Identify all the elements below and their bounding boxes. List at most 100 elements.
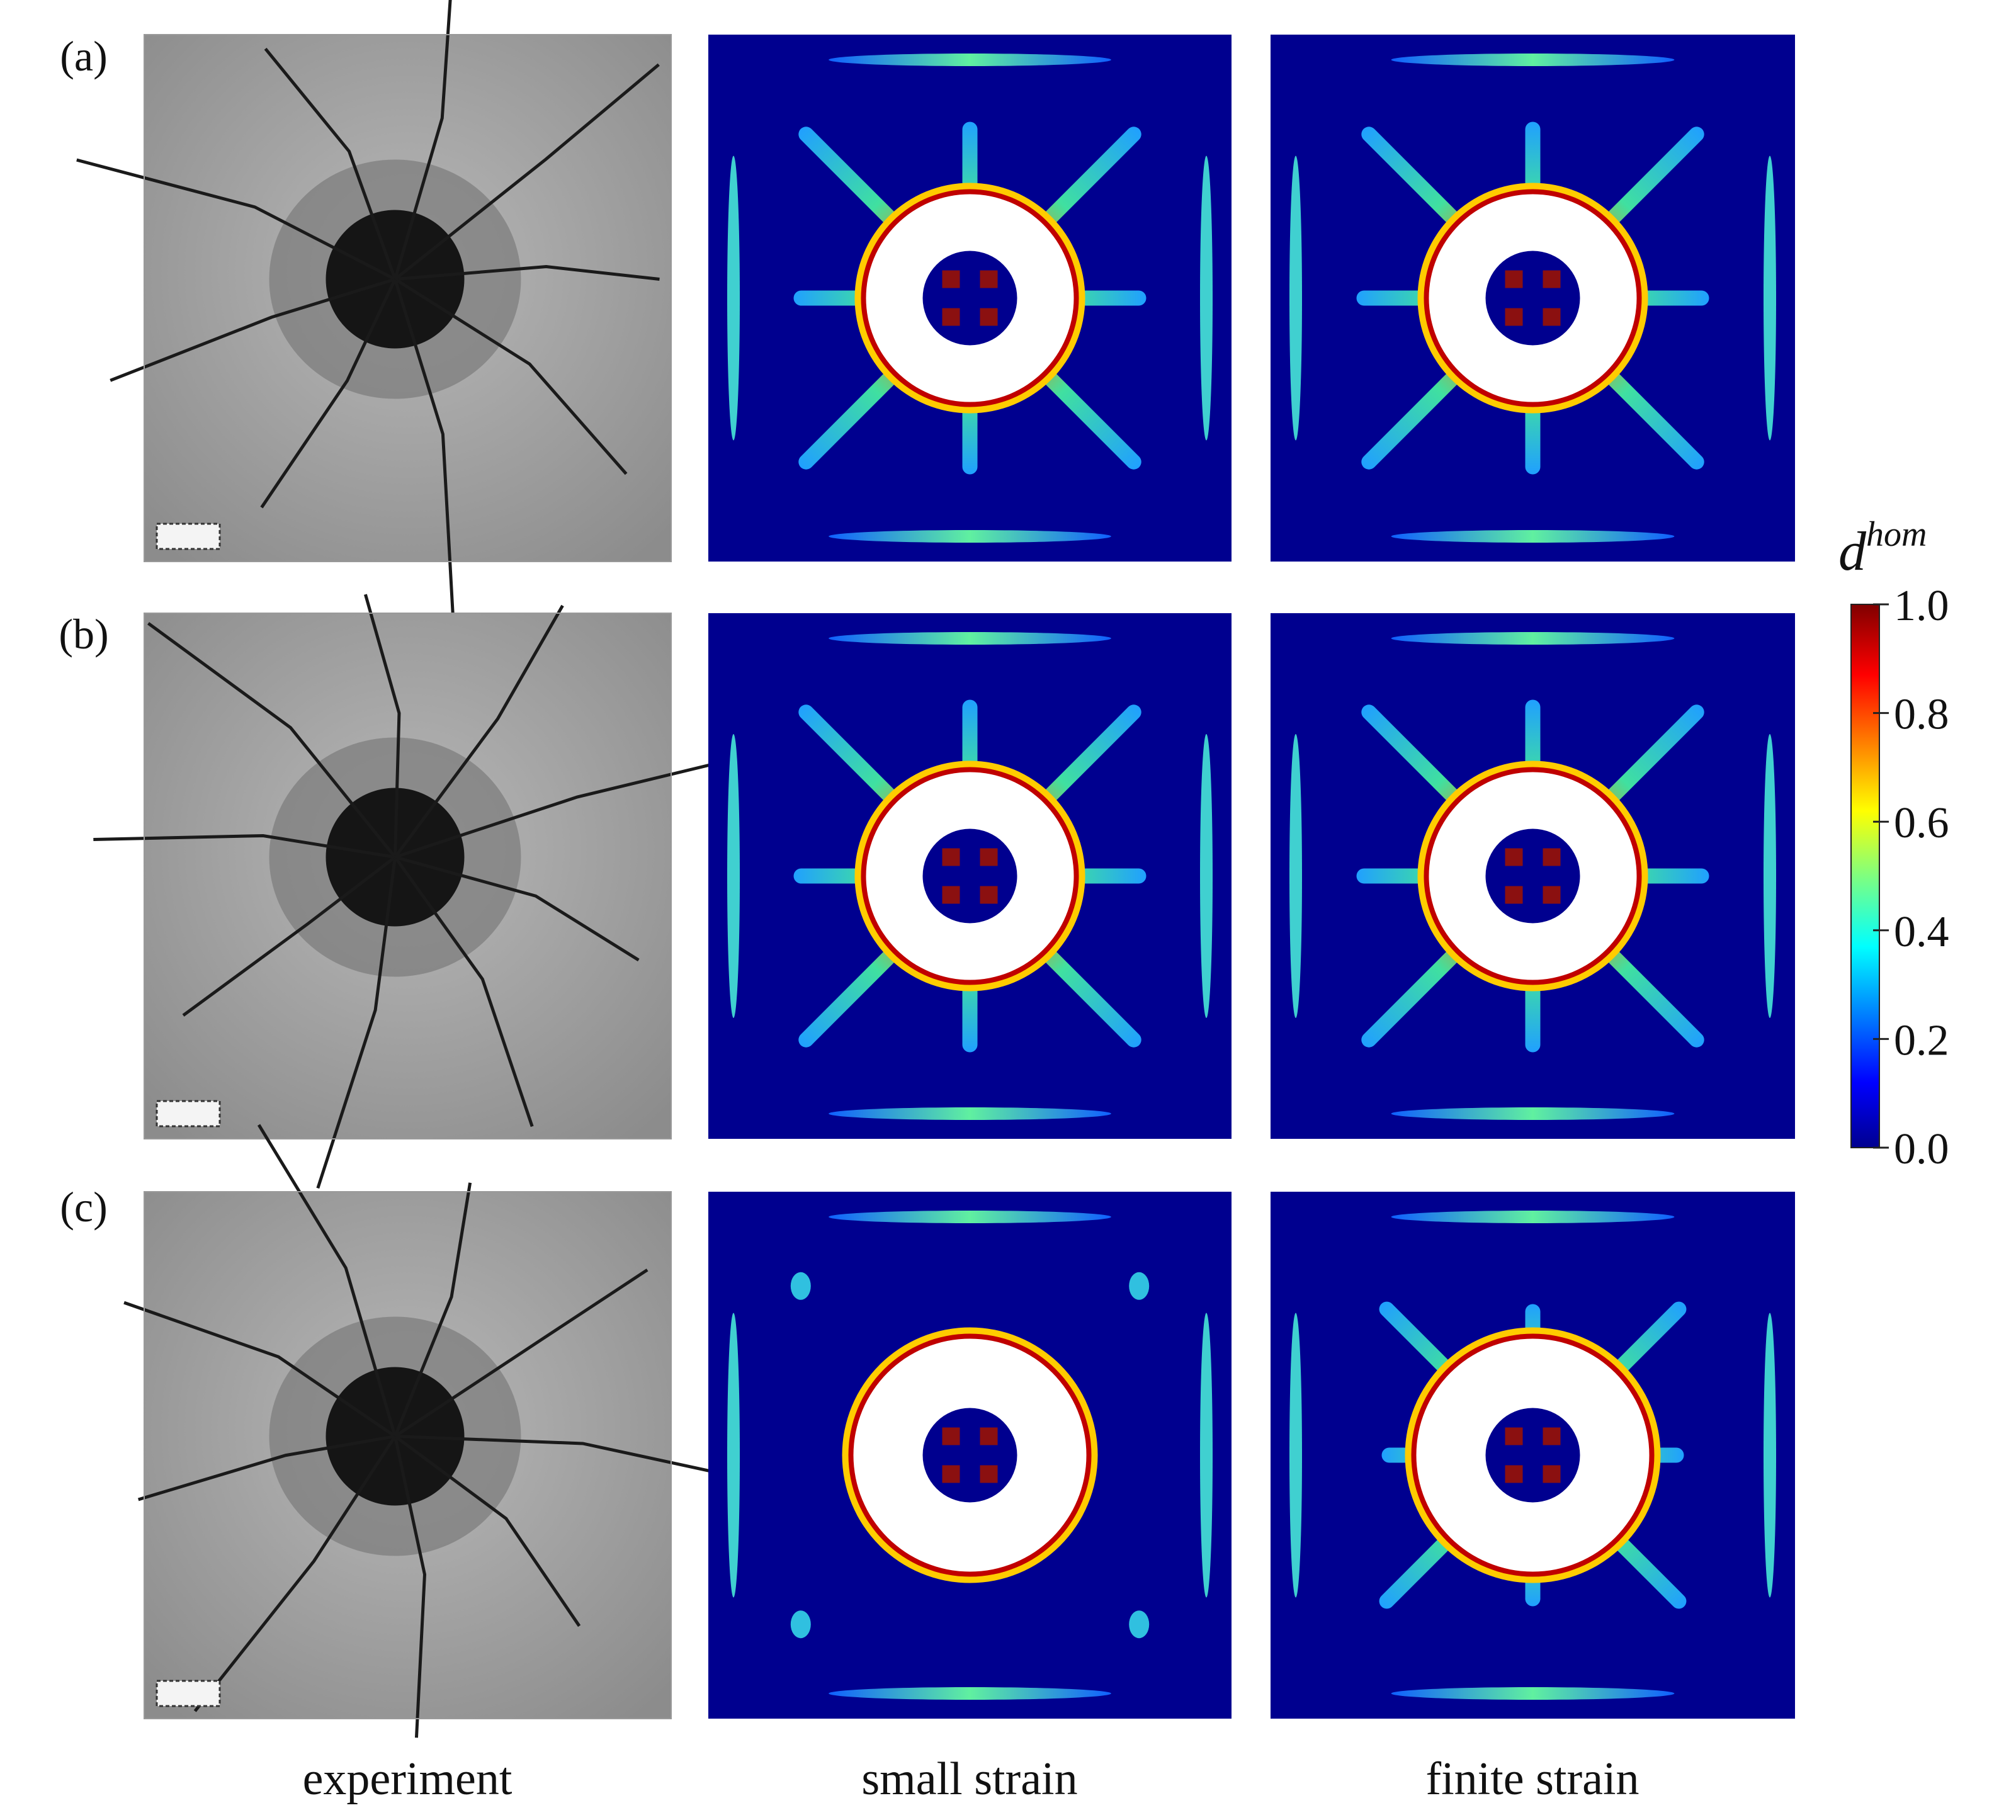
column-label: finite strain (1425, 1753, 1639, 1805)
crack (394, 278, 455, 614)
damaged-element (942, 308, 960, 326)
colorbar-tick-label: 0.4 (1894, 908, 1949, 956)
damaged-element (1543, 886, 1561, 904)
photo-mask (144, 1191, 672, 1719)
crack (93, 834, 395, 859)
crack (147, 622, 397, 859)
crack (260, 278, 397, 509)
crack (394, 760, 722, 859)
crack (110, 278, 396, 382)
crack (257, 1124, 397, 1437)
crack (394, 278, 628, 475)
edge-damage (829, 54, 1111, 66)
edge-damage (829, 1687, 1111, 1700)
edge-damage (1391, 1687, 1675, 1700)
simulation-panel (1271, 1192, 1795, 1719)
damaged-element (1543, 308, 1561, 326)
edge-damage (1764, 734, 1776, 1018)
crack (395, 264, 660, 281)
crack (394, 604, 564, 858)
colorbar-tick-label: 0.6 (1894, 799, 1949, 847)
edge-damage (1289, 1313, 1302, 1598)
colorbar-label: dhom (1838, 515, 1927, 582)
damaged-element (980, 886, 998, 904)
photo-mask (144, 613, 672, 1139)
colorbar-tick-label: 0.2 (1894, 1016, 1949, 1065)
colorbar-tick-label: 0.0 (1894, 1125, 1949, 1173)
edge-damage (1391, 530, 1675, 543)
edge-damage (1200, 1313, 1213, 1598)
projectile (1485, 1408, 1580, 1503)
crack (395, 1435, 733, 1478)
row-label: (c) (60, 1183, 107, 1231)
edge-damage (829, 530, 1111, 543)
edge-damage (727, 1313, 740, 1598)
colorbar-tick-label: 1.0 (1894, 582, 1949, 630)
damaged-element (1505, 308, 1523, 326)
damaged-element (1543, 270, 1561, 288)
edge-damage (1391, 1211, 1675, 1223)
column-label: small strain (861, 1753, 1077, 1805)
edge-damage (1289, 155, 1302, 441)
damaged-element (1543, 1427, 1561, 1445)
crack (394, 63, 660, 281)
damage-spot (1129, 1610, 1150, 1639)
specimen-tag (156, 523, 221, 550)
row-label: (b) (59, 610, 108, 658)
simulation-panel (708, 613, 1232, 1139)
damaged-element (942, 1465, 960, 1483)
crack (137, 1435, 395, 1501)
damaged-element (980, 270, 998, 288)
crack (394, 1269, 648, 1438)
edge-damage (1391, 54, 1675, 66)
edge-damage (829, 1211, 1111, 1223)
damaged-element (942, 886, 960, 904)
edge-damage (1289, 734, 1302, 1018)
projectile (922, 1408, 1017, 1503)
colorbar-tick-label: 0.8 (1894, 691, 1949, 739)
crack (394, 1435, 426, 1738)
crack (394, 0, 452, 280)
specimen-tag (156, 1100, 221, 1128)
simulation-content (727, 54, 1213, 543)
crack (76, 158, 396, 281)
projectile (922, 251, 1017, 346)
crack (394, 1435, 581, 1627)
edge-damage (1200, 155, 1213, 441)
column-label: experiment (303, 1753, 512, 1805)
damaged-element (942, 270, 960, 288)
damaged-element (1543, 848, 1561, 866)
damaged-element (1543, 1465, 1561, 1483)
damaged-element (1505, 270, 1523, 288)
panels (76, 0, 1795, 1738)
damaged-element (942, 848, 960, 866)
edge-damage (829, 632, 1111, 645)
crack (394, 1182, 472, 1437)
row-label: (a) (60, 32, 107, 80)
projectile (1485, 251, 1580, 346)
simulation-content (1289, 632, 1776, 1120)
simulation-panel (1271, 35, 1795, 562)
simulation-panel (708, 35, 1232, 562)
damaged-element (980, 1465, 998, 1483)
simulation-panel (708, 1192, 1232, 1719)
damaged-element (942, 1427, 960, 1445)
damaged-element (980, 308, 998, 326)
edge-damage (829, 1107, 1111, 1120)
crack (363, 594, 401, 857)
crack (394, 856, 640, 962)
crack (193, 1435, 397, 1712)
photo-mask (144, 34, 672, 562)
edge-damage (1764, 155, 1776, 441)
simulation-panel (1271, 613, 1795, 1139)
damage-spot (790, 1272, 811, 1300)
damage-spot (1129, 1272, 1150, 1300)
damaged-element (1505, 886, 1523, 904)
simulation-content (727, 632, 1213, 1120)
specimen-tag (156, 1680, 221, 1707)
simulation-content (727, 1211, 1213, 1700)
damaged-element (1505, 1427, 1523, 1445)
damaged-element (1505, 848, 1523, 866)
crack (316, 857, 397, 1189)
